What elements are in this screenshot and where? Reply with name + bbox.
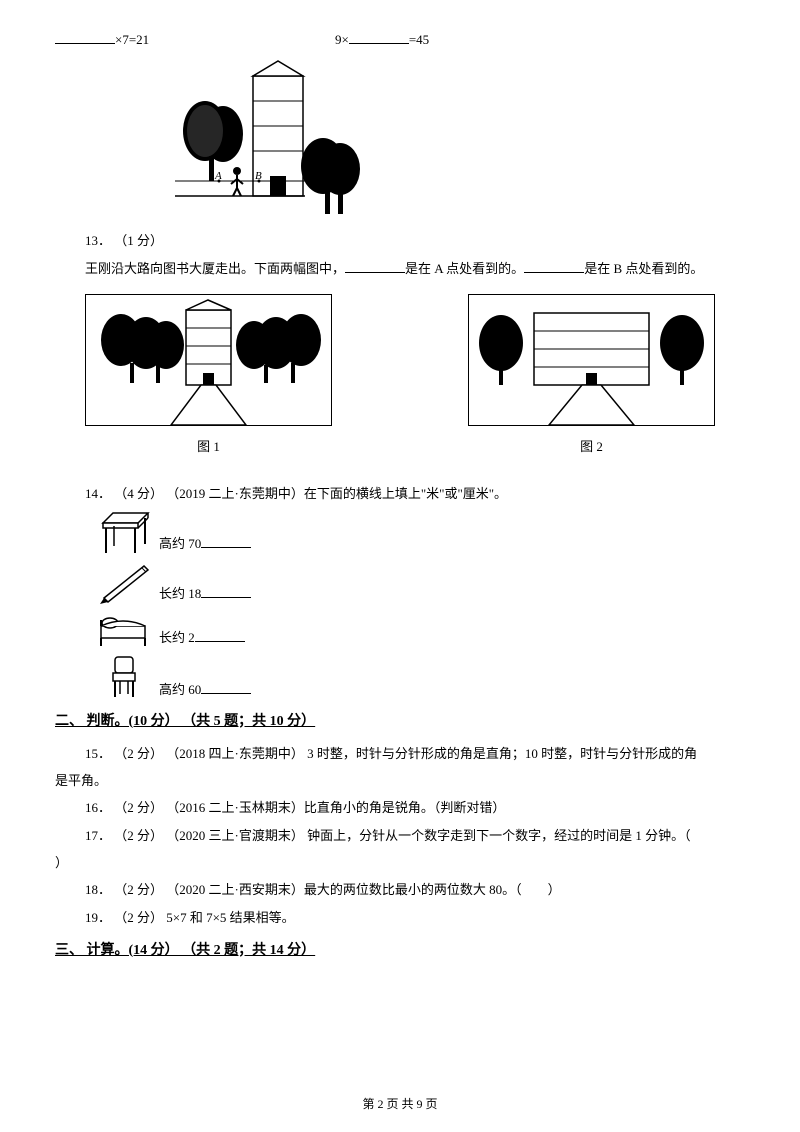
- chair-icon: [95, 652, 155, 702]
- q14-header: 14． （4 分） （2019 二上·东莞期中）在下面的横线上填上"米"或"厘米…: [85, 483, 745, 502]
- q16: 16． （2 分） （2016 二上·玉林期末）比直角小的角是锐角。（判断对错）: [85, 794, 745, 821]
- measure-item-table: 高约 70: [95, 508, 745, 556]
- blank-input[interactable]: [55, 30, 115, 44]
- measure-text-1: 高约 70: [159, 533, 251, 556]
- blank-input[interactable]: [349, 30, 409, 44]
- table-icon: [95, 508, 155, 556]
- measure-item-pencil: 长约 18: [95, 558, 745, 606]
- q13-text-a: 王刚沿大路向图书大厦走出。下面两幅图中，: [85, 261, 345, 276]
- q13-number: 13． （1 分）: [85, 230, 745, 249]
- blank-input[interactable]: [201, 680, 251, 694]
- blank-input[interactable]: [201, 584, 251, 598]
- q15: 15． （2 分） （2018 四上·东莞期中） 3 时整，时针与分针形成的角是…: [85, 740, 745, 767]
- equations-row: ×7=21 9× =45: [55, 30, 745, 48]
- measure-label-2: 长约 18: [159, 586, 201, 601]
- equation-1: ×7=21: [55, 30, 335, 48]
- blank-input[interactable]: [201, 534, 251, 548]
- measure-text-4: 高约 60: [159, 679, 251, 702]
- equation-2: 9× =45: [335, 30, 429, 48]
- section-3-header: 三、 计算。(14 分） （共 2 题；共 14 分）: [55, 939, 745, 959]
- measure-text-2: 长约 18: [159, 583, 251, 606]
- measure-label-3: 长约 2: [159, 630, 195, 645]
- measure-text-3: 长约 2: [159, 627, 245, 650]
- image-2-label: 图 2: [468, 436, 715, 455]
- blank-input[interactable]: [345, 259, 405, 273]
- measure-label-4: 高约 60: [159, 682, 201, 697]
- perspective-images-row: 图 1 图 2: [85, 294, 715, 455]
- eq1-text: ×7=21: [115, 32, 149, 47]
- q13-text: 王刚沿大路向图书大厦走出。下面两幅图中， 是在 A 点处看到的。 是在 B 点处看到…: [85, 259, 745, 280]
- q18: 18． （2 分） （2020 二上·西安期末）最大的两位数比最小的两位数大 8…: [85, 876, 745, 903]
- q17b: ）: [55, 849, 745, 876]
- image-1-frame: [85, 294, 332, 426]
- measure-item-bed: 长约 2: [95, 608, 745, 650]
- q13-text-b: 是在 A 点处看到的。: [405, 261, 524, 276]
- blank-input[interactable]: [524, 259, 584, 273]
- pencil-icon: [95, 558, 155, 606]
- eq2-right-text: =45: [409, 32, 429, 47]
- eq2-left-text: 9×: [335, 32, 349, 47]
- q13-text-c: 是在 B 点处看到的。: [584, 261, 703, 276]
- q15b: 是平角。: [55, 767, 745, 794]
- image-2-box: 图 2: [468, 294, 715, 455]
- measure-item-chair: 高约 60: [95, 652, 745, 702]
- q19: 19． （2 分） 5×7 和 7×5 结果相等。: [85, 904, 745, 931]
- page-footer: 第 2 页 共 9 页: [0, 1095, 800, 1112]
- image-1-box: 图 1: [85, 294, 332, 455]
- image-2-frame: [468, 294, 715, 426]
- bed-icon: [95, 608, 155, 650]
- q13-scene-image: A B: [175, 56, 745, 226]
- q17: 17． （2 分） （2020 三上·官渡期末） 钟面上，分针从一个数字走到下一…: [85, 822, 745, 849]
- measure-label-1: 高约 70: [159, 536, 201, 551]
- blank-input[interactable]: [195, 628, 245, 642]
- section-2-header: 二、 判断。(10 分） （共 5 题；共 10 分）: [55, 710, 745, 730]
- image-1-label: 图 1: [85, 436, 332, 455]
